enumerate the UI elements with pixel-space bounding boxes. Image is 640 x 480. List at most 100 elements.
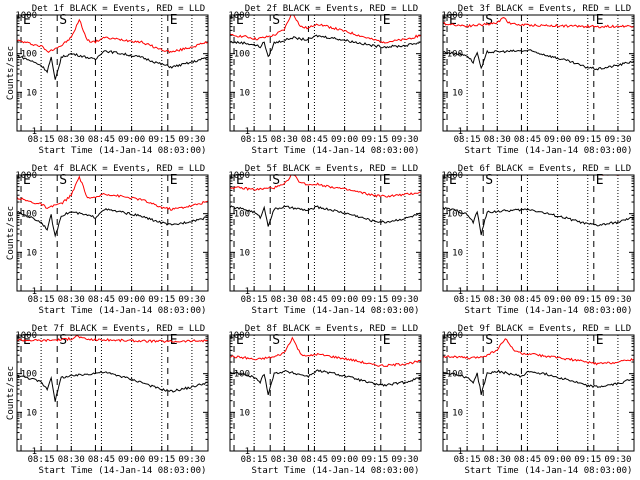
y-tick-label: 1 — [32, 127, 37, 137]
y-tick-label: 1 — [32, 447, 37, 457]
x-tick-label: 09:00 — [118, 295, 145, 305]
y-tick-label: 1000 — [15, 11, 37, 21]
x-axis-label: Start Time (14-Jan-14 08:03:00) — [252, 466, 420, 476]
x-tick-label: 09:15 — [361, 295, 388, 305]
y-tick-label: 1 — [245, 447, 250, 457]
x-axis-label: Start Time (14-Jan-14 08:03:00) — [39, 466, 207, 476]
y-tick-label: 10 — [26, 408, 37, 418]
panel-title: Det 8f BLACK = Events, RED = LLD — [245, 324, 418, 334]
x-tick-label: 08:30 — [58, 455, 85, 465]
y-tick-label: 100 — [21, 370, 37, 380]
event-marker-label: E — [383, 173, 391, 188]
x-tick-label: 08:30 — [58, 295, 85, 305]
x-tick-label: 08:45 — [88, 455, 115, 465]
x-tick-label: 08:45 — [301, 135, 328, 145]
series-events-line — [229, 369, 422, 396]
y-tick-label: 100 — [234, 50, 250, 60]
y-tick-label: 1000 — [15, 171, 37, 181]
event-marker-label: E — [23, 173, 31, 188]
plot-frame — [229, 14, 422, 132]
x-tick-label: 09:00 — [118, 135, 145, 145]
y-tick-label: 10 — [239, 248, 250, 258]
panel-title: Det 5f BLACK = Events, RED = LLD — [245, 164, 418, 174]
x-tick-label: 08:30 — [271, 135, 298, 145]
event-marker-label: E — [236, 173, 244, 188]
y-tick-label: 1000 — [228, 331, 250, 341]
event-marker-label: E — [236, 333, 244, 348]
series-lld-line — [16, 18, 209, 54]
series-lld-line — [442, 17, 635, 29]
x-tick-label: 08:15 — [454, 295, 481, 305]
x-axis-label: Start Time (14-Jan-14 08:03:00) — [252, 146, 420, 156]
x-axis-label: Start Time (14-Jan-14 08:03:00) — [39, 146, 207, 156]
x-tick-label: 09:00 — [544, 135, 571, 145]
event-marker-label: E — [170, 173, 178, 188]
y-tick-label: 1 — [32, 287, 37, 297]
y-tick-label: 1000 — [441, 331, 463, 341]
event-marker-label: S — [272, 13, 280, 28]
panel-det-9f: Det 9f BLACK = Events, RED = LLD Start Ti… — [441, 324, 635, 476]
y-tick-label: 1 — [245, 127, 250, 137]
plot-frame — [229, 334, 422, 452]
x-tick-label: 08:45 — [301, 295, 328, 305]
series-lld-line — [16, 175, 209, 211]
event-marker-label: E — [596, 333, 604, 348]
panel-det-3f: Det 3f BLACK = Events, RED = LLD Start Ti… — [441, 4, 635, 156]
x-tick-label: 08:45 — [514, 455, 541, 465]
panel-det-5f: Det 5f BLACK = Events, RED = LLD Start Ti… — [228, 164, 422, 316]
y-tick-label: 1000 — [441, 171, 463, 181]
x-tick-label: 08:15 — [241, 455, 268, 465]
x-tick-label: 09:00 — [118, 455, 145, 465]
x-tick-label: 09:15 — [361, 455, 388, 465]
event-marker-label: E — [596, 13, 604, 28]
panel-title: Det 2f BLACK = Events, RED = LLD — [245, 4, 418, 14]
panel-title: Det 3f BLACK = Events, RED = LLD — [458, 4, 631, 14]
x-axis-label: Start Time (14-Jan-14 08:03:00) — [465, 466, 633, 476]
y-tick-label: 10 — [452, 88, 463, 98]
x-tick-label: 09:00 — [544, 295, 571, 305]
x-tick-label: 08:15 — [241, 295, 268, 305]
panel-det-2f: Det 2f BLACK = Events, RED = LLD Start Ti… — [228, 4, 422, 156]
event-marker-label: E — [449, 13, 457, 28]
panel-det-1f: Det 1f BLACK = Events, RED = LLD Counts/s… — [6, 4, 209, 156]
series-events-line — [442, 369, 635, 396]
y-tick-label: 10 — [26, 248, 37, 258]
panel-det-7f: Det 7f BLACK = Events, RED = LLD Counts/s… — [6, 324, 209, 476]
x-tick-label: 09:15 — [148, 295, 175, 305]
y-tick-label: 100 — [234, 210, 250, 220]
y-tick-label: 1000 — [15, 331, 37, 341]
event-marker-label: S — [485, 173, 493, 188]
plot-frame — [442, 334, 635, 452]
y-tick-label: 10 — [26, 88, 37, 98]
panel-det-8f: Det 8f BLACK = Events, RED = LLD Start Ti… — [228, 324, 422, 476]
x-axis-label: Start Time (14-Jan-14 08:03:00) — [39, 306, 207, 316]
y-tick-label: 1000 — [441, 11, 463, 21]
series-lld-line — [229, 174, 422, 198]
y-axis-label: Counts/sec — [6, 366, 16, 420]
x-tick-label: 08:15 — [28, 135, 55, 145]
x-tick-label: 09:30 — [391, 295, 418, 305]
panel-title: Det 1f BLACK = Events, RED = LLD — [32, 4, 205, 14]
y-tick-label: 1 — [458, 287, 463, 297]
x-tick-label: 09:00 — [331, 135, 358, 145]
panel-title: Det 6f BLACK = Events, RED = LLD — [458, 164, 631, 174]
plot-frame — [16, 334, 209, 452]
plot-frame — [442, 14, 635, 132]
series-events-line — [442, 206, 635, 236]
event-marker-label: E — [449, 333, 457, 348]
y-tick-label: 1000 — [228, 171, 250, 181]
x-tick-label: 08:15 — [454, 135, 481, 145]
series-lld-line — [17, 334, 208, 344]
event-marker-label: E — [383, 13, 391, 28]
x-tick-label: 08:30 — [484, 295, 511, 305]
x-tick-label: 09:30 — [178, 135, 205, 145]
event-marker-label: S — [272, 333, 280, 348]
x-tick-label: 08:30 — [271, 295, 298, 305]
x-tick-label: 09:00 — [331, 295, 358, 305]
y-tick-label: 100 — [21, 50, 37, 60]
x-tick-label: 08:15 — [28, 295, 55, 305]
x-tick-label: 09:30 — [604, 455, 631, 465]
x-tick-label: 08:30 — [58, 135, 85, 145]
